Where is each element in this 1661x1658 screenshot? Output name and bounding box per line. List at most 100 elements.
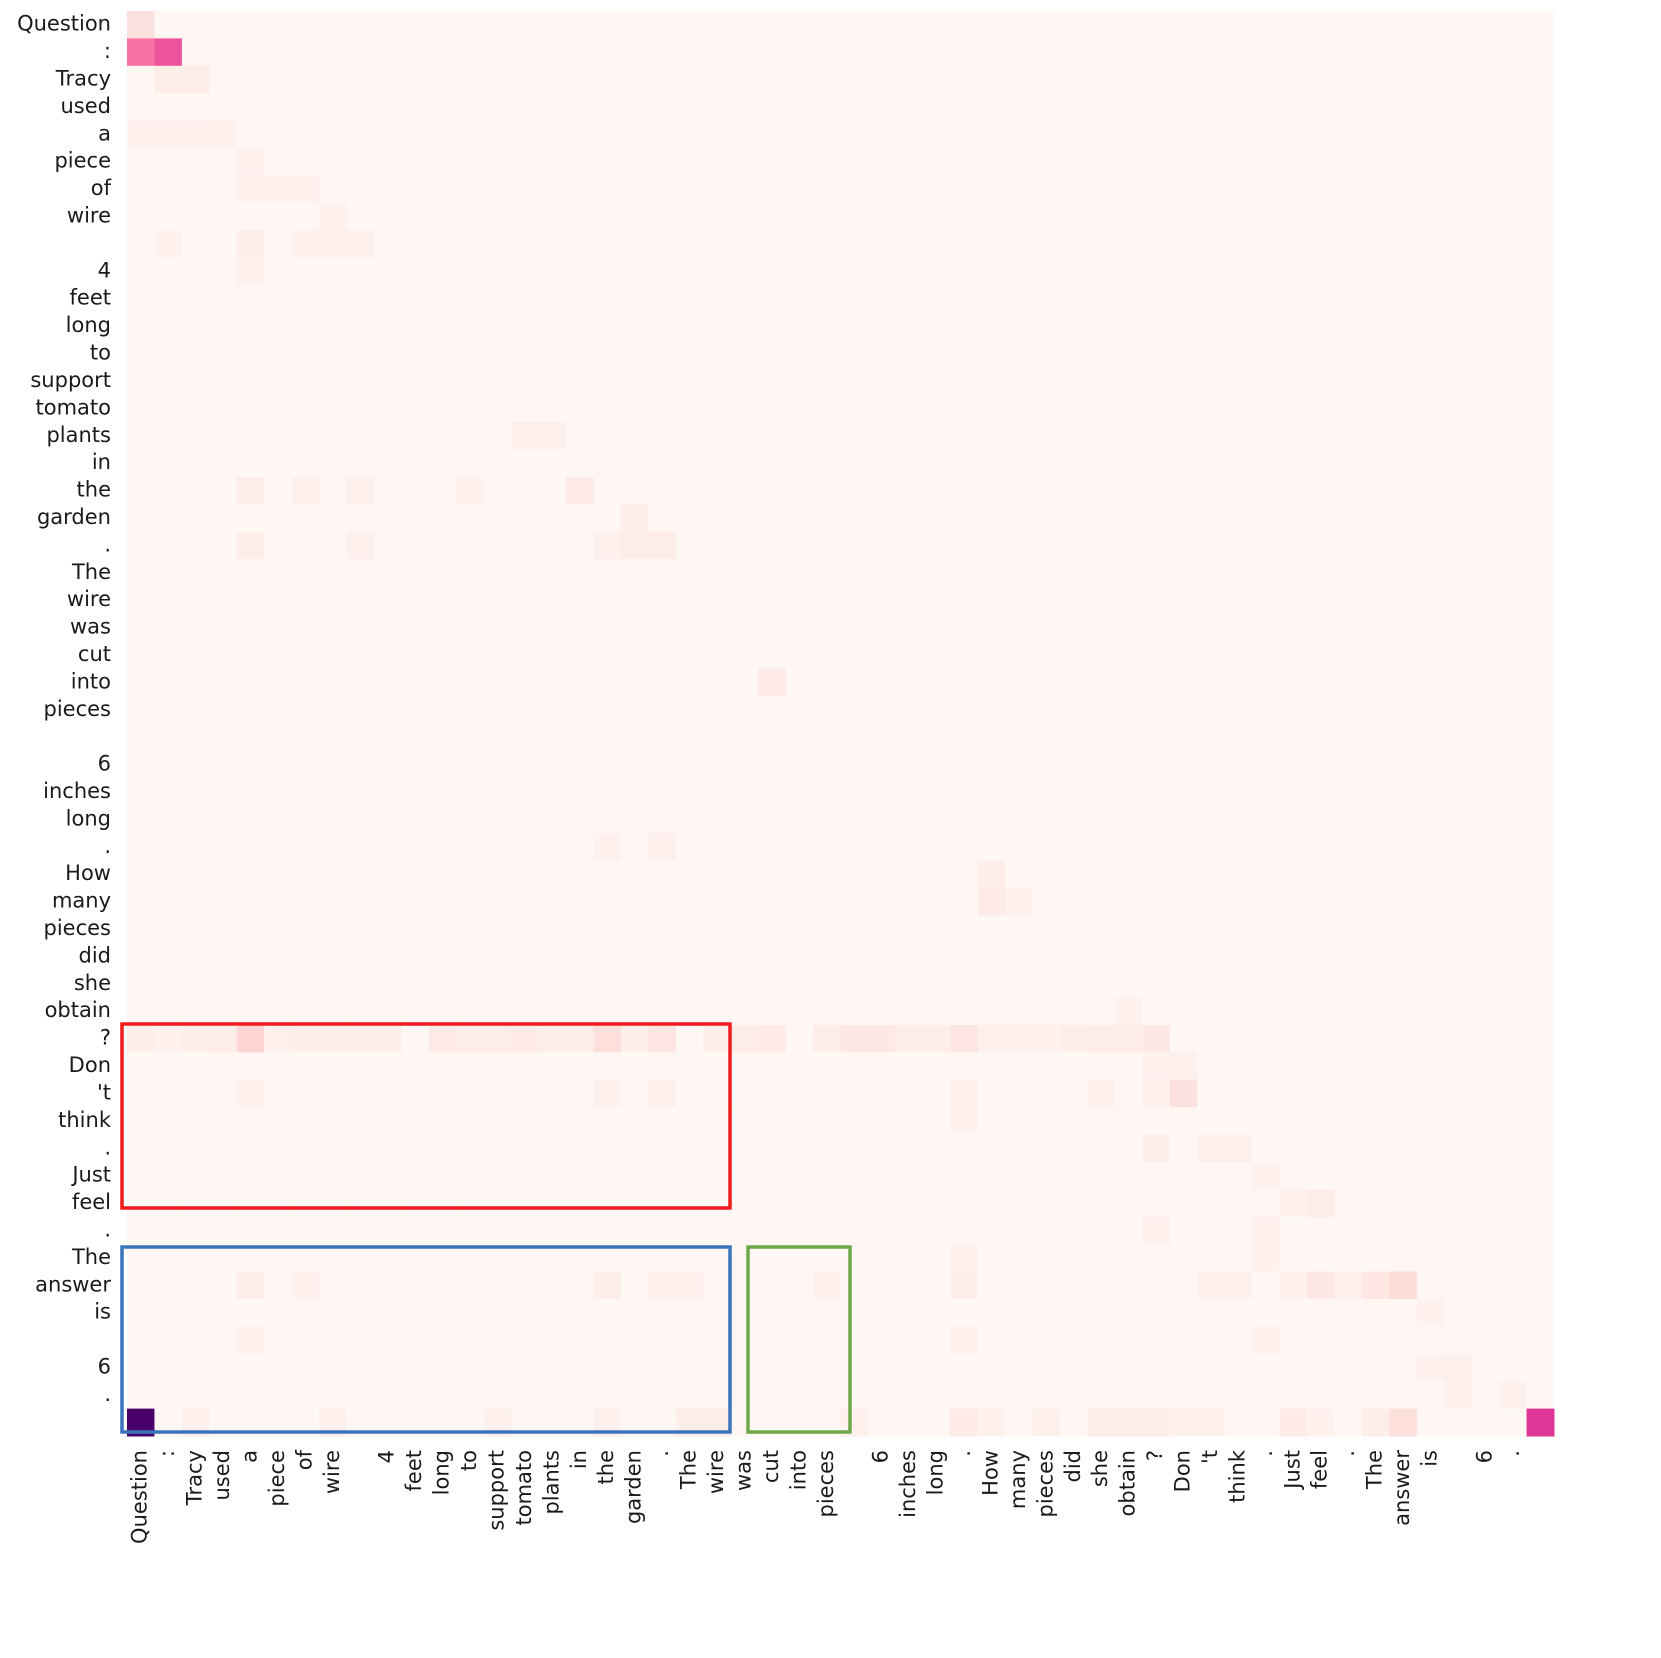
heatmap-cell	[867, 230, 896, 259]
heatmap-cell	[648, 997, 677, 1026]
heatmap-cell	[291, 339, 320, 368]
heatmap-cell	[538, 1381, 567, 1410]
heatmap-cell	[264, 1271, 293, 1300]
heatmap-cell	[813, 1271, 841, 1300]
heatmap-cell	[1005, 586, 1034, 615]
heatmap-cell	[373, 504, 402, 533]
heatmap-cell	[977, 422, 1006, 450]
heatmap-cell	[950, 970, 979, 999]
heatmap-cell	[1279, 1189, 1308, 1218]
heatmap-cell	[1060, 148, 1088, 176]
y-tick-label: 4	[98, 258, 111, 282]
heatmap-cell	[703, 860, 732, 889]
heatmap-cell	[813, 449, 841, 478]
heatmap-cell	[291, 65, 320, 94]
heatmap-cell	[1224, 942, 1253, 971]
heatmap-cell	[1279, 559, 1308, 587]
heatmap-cell	[730, 339, 759, 368]
heatmap-cell	[566, 11, 595, 39]
heatmap-cell	[1087, 723, 1116, 752]
heatmap-cell	[867, 915, 896, 944]
x-tick-label: cut	[759, 1450, 783, 1483]
heatmap-cell	[1416, 1107, 1445, 1136]
heatmap-cell	[1526, 394, 1555, 423]
heatmap-cell	[950, 942, 979, 971]
heatmap-cell	[291, 230, 320, 259]
heatmap-cell	[1361, 1298, 1390, 1327]
heatmap-cell	[620, 175, 649, 204]
heatmap-cell	[1224, 915, 1253, 944]
heatmap-cell	[1252, 1298, 1281, 1327]
heatmap-cell	[840, 970, 869, 999]
heatmap-cell	[1307, 1408, 1335, 1437]
heatmap-cell	[483, 11, 512, 39]
heatmap-cell	[291, 750, 320, 779]
heatmap-cell	[1005, 997, 1034, 1026]
heatmap-cell	[785, 449, 814, 478]
heatmap-cell	[1526, 1353, 1555, 1382]
x-tick-label: Tracy	[183, 1450, 207, 1506]
heatmap-cell	[181, 1244, 210, 1273]
heatmap-cell	[511, 860, 540, 889]
heatmap-cell	[1279, 312, 1308, 341]
heatmap-cell	[428, 1107, 457, 1136]
heatmap-cell	[538, 257, 567, 286]
y-tick-label: The	[71, 1245, 111, 1269]
heatmap-cell	[483, 1216, 512, 1245]
heatmap-cell	[758, 531, 787, 560]
heatmap-cell	[1224, 1326, 1253, 1355]
heatmap-cell	[1444, 202, 1473, 231]
heatmap-cell	[950, 805, 979, 834]
heatmap-cell	[1169, 997, 1198, 1026]
heatmap-cell	[483, 833, 512, 862]
heatmap-cell	[785, 148, 814, 176]
heatmap-cell	[1416, 696, 1445, 724]
heatmap-cell	[1114, 997, 1143, 1026]
heatmap-cell	[1142, 339, 1171, 368]
heatmap-cell	[428, 1052, 457, 1081]
heatmap-cell	[1197, 1244, 1226, 1273]
heatmap-cell	[346, 750, 375, 779]
heatmap-cell	[1499, 915, 1528, 944]
heatmap-cell	[1005, 723, 1034, 752]
heatmap-cell	[1416, 504, 1445, 533]
heatmap-cell	[1169, 970, 1198, 999]
y-tick-label: 6	[98, 752, 111, 776]
heatmap-cell	[1169, 367, 1198, 396]
heatmap-cell	[346, 1024, 375, 1053]
heatmap-cell	[401, 504, 430, 533]
heatmap-cell	[922, 723, 951, 752]
heatmap-cell	[1060, 531, 1088, 560]
heatmap-cell	[675, 1134, 704, 1163]
heatmap-cell	[1142, 833, 1171, 862]
heatmap-cell	[675, 805, 704, 834]
heatmap-cell	[950, 1298, 979, 1327]
heatmap-cell	[346, 148, 375, 176]
heatmap-cell	[648, 148, 677, 176]
heatmap-cell	[1444, 367, 1473, 396]
heatmap-cell	[538, 120, 567, 149]
heatmap-cell	[1087, 504, 1116, 533]
heatmap-cell	[922, 120, 951, 149]
heatmap-cell	[291, 641, 320, 670]
heatmap-cell	[264, 1107, 293, 1136]
heatmap-cell	[1361, 339, 1390, 368]
heatmap-cell	[1361, 148, 1390, 176]
heatmap-cell	[1032, 148, 1061, 176]
heatmap-cell	[1224, 613, 1253, 642]
heatmap-cell	[1444, 750, 1473, 779]
heatmap-cell	[456, 1189, 485, 1218]
heatmap-cell	[867, 1353, 896, 1382]
heatmap-cell	[1060, 860, 1088, 889]
heatmap-cell	[895, 285, 924, 313]
y-tick-label: Tracy	[55, 67, 111, 91]
y-tick-label: Don	[69, 1053, 111, 1077]
heatmap-cell	[127, 613, 155, 642]
heatmap-cell	[840, 120, 869, 149]
heatmap-cell	[209, 422, 238, 450]
heatmap-cell	[620, 367, 649, 396]
heatmap-cell	[648, 1052, 677, 1081]
heatmap-cell	[1114, 942, 1143, 971]
heatmap-cell	[511, 175, 540, 204]
